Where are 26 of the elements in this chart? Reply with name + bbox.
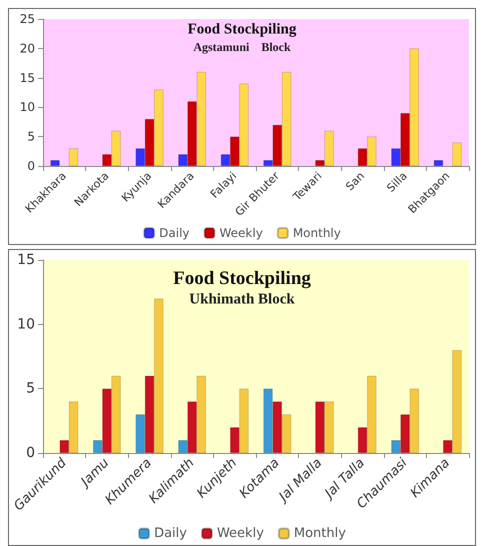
bar	[68, 148, 78, 166]
x-tick-label: San	[343, 169, 368, 194]
legend-label: Weekly	[220, 226, 263, 240]
bar	[50, 160, 60, 166]
y-tick-label: 5	[26, 380, 35, 397]
legend-label: Monthly	[294, 526, 346, 541]
chart-title: Food Stockpiling	[188, 22, 297, 38]
bar	[434, 160, 444, 166]
y-tick-label: 10	[20, 100, 35, 114]
y-tick-label: 0	[26, 445, 35, 461]
legend-label: Daily	[154, 526, 188, 541]
legend-label: Weekly	[216, 526, 264, 541]
text: Agstamuni Block	[193, 40, 291, 54]
text: Ukhimath Block	[189, 292, 296, 308]
legend-label: Daily	[159, 226, 190, 240]
legend-label: Monthly	[292, 226, 341, 240]
y-tick-label: 5	[27, 130, 35, 144]
y-tick-label: 10	[17, 316, 35, 332]
bar	[452, 142, 462, 166]
chart-title: Food Stockpiling	[173, 268, 312, 289]
y-tick-label: 15	[17, 252, 35, 268]
y-tick-label: 15	[20, 70, 35, 85]
y-tick-label: 20	[20, 41, 35, 56]
y-tick-label: 0	[27, 159, 35, 173]
x-tick-label: Silla	[384, 169, 410, 195]
y-tick-label: 25	[20, 12, 35, 26]
